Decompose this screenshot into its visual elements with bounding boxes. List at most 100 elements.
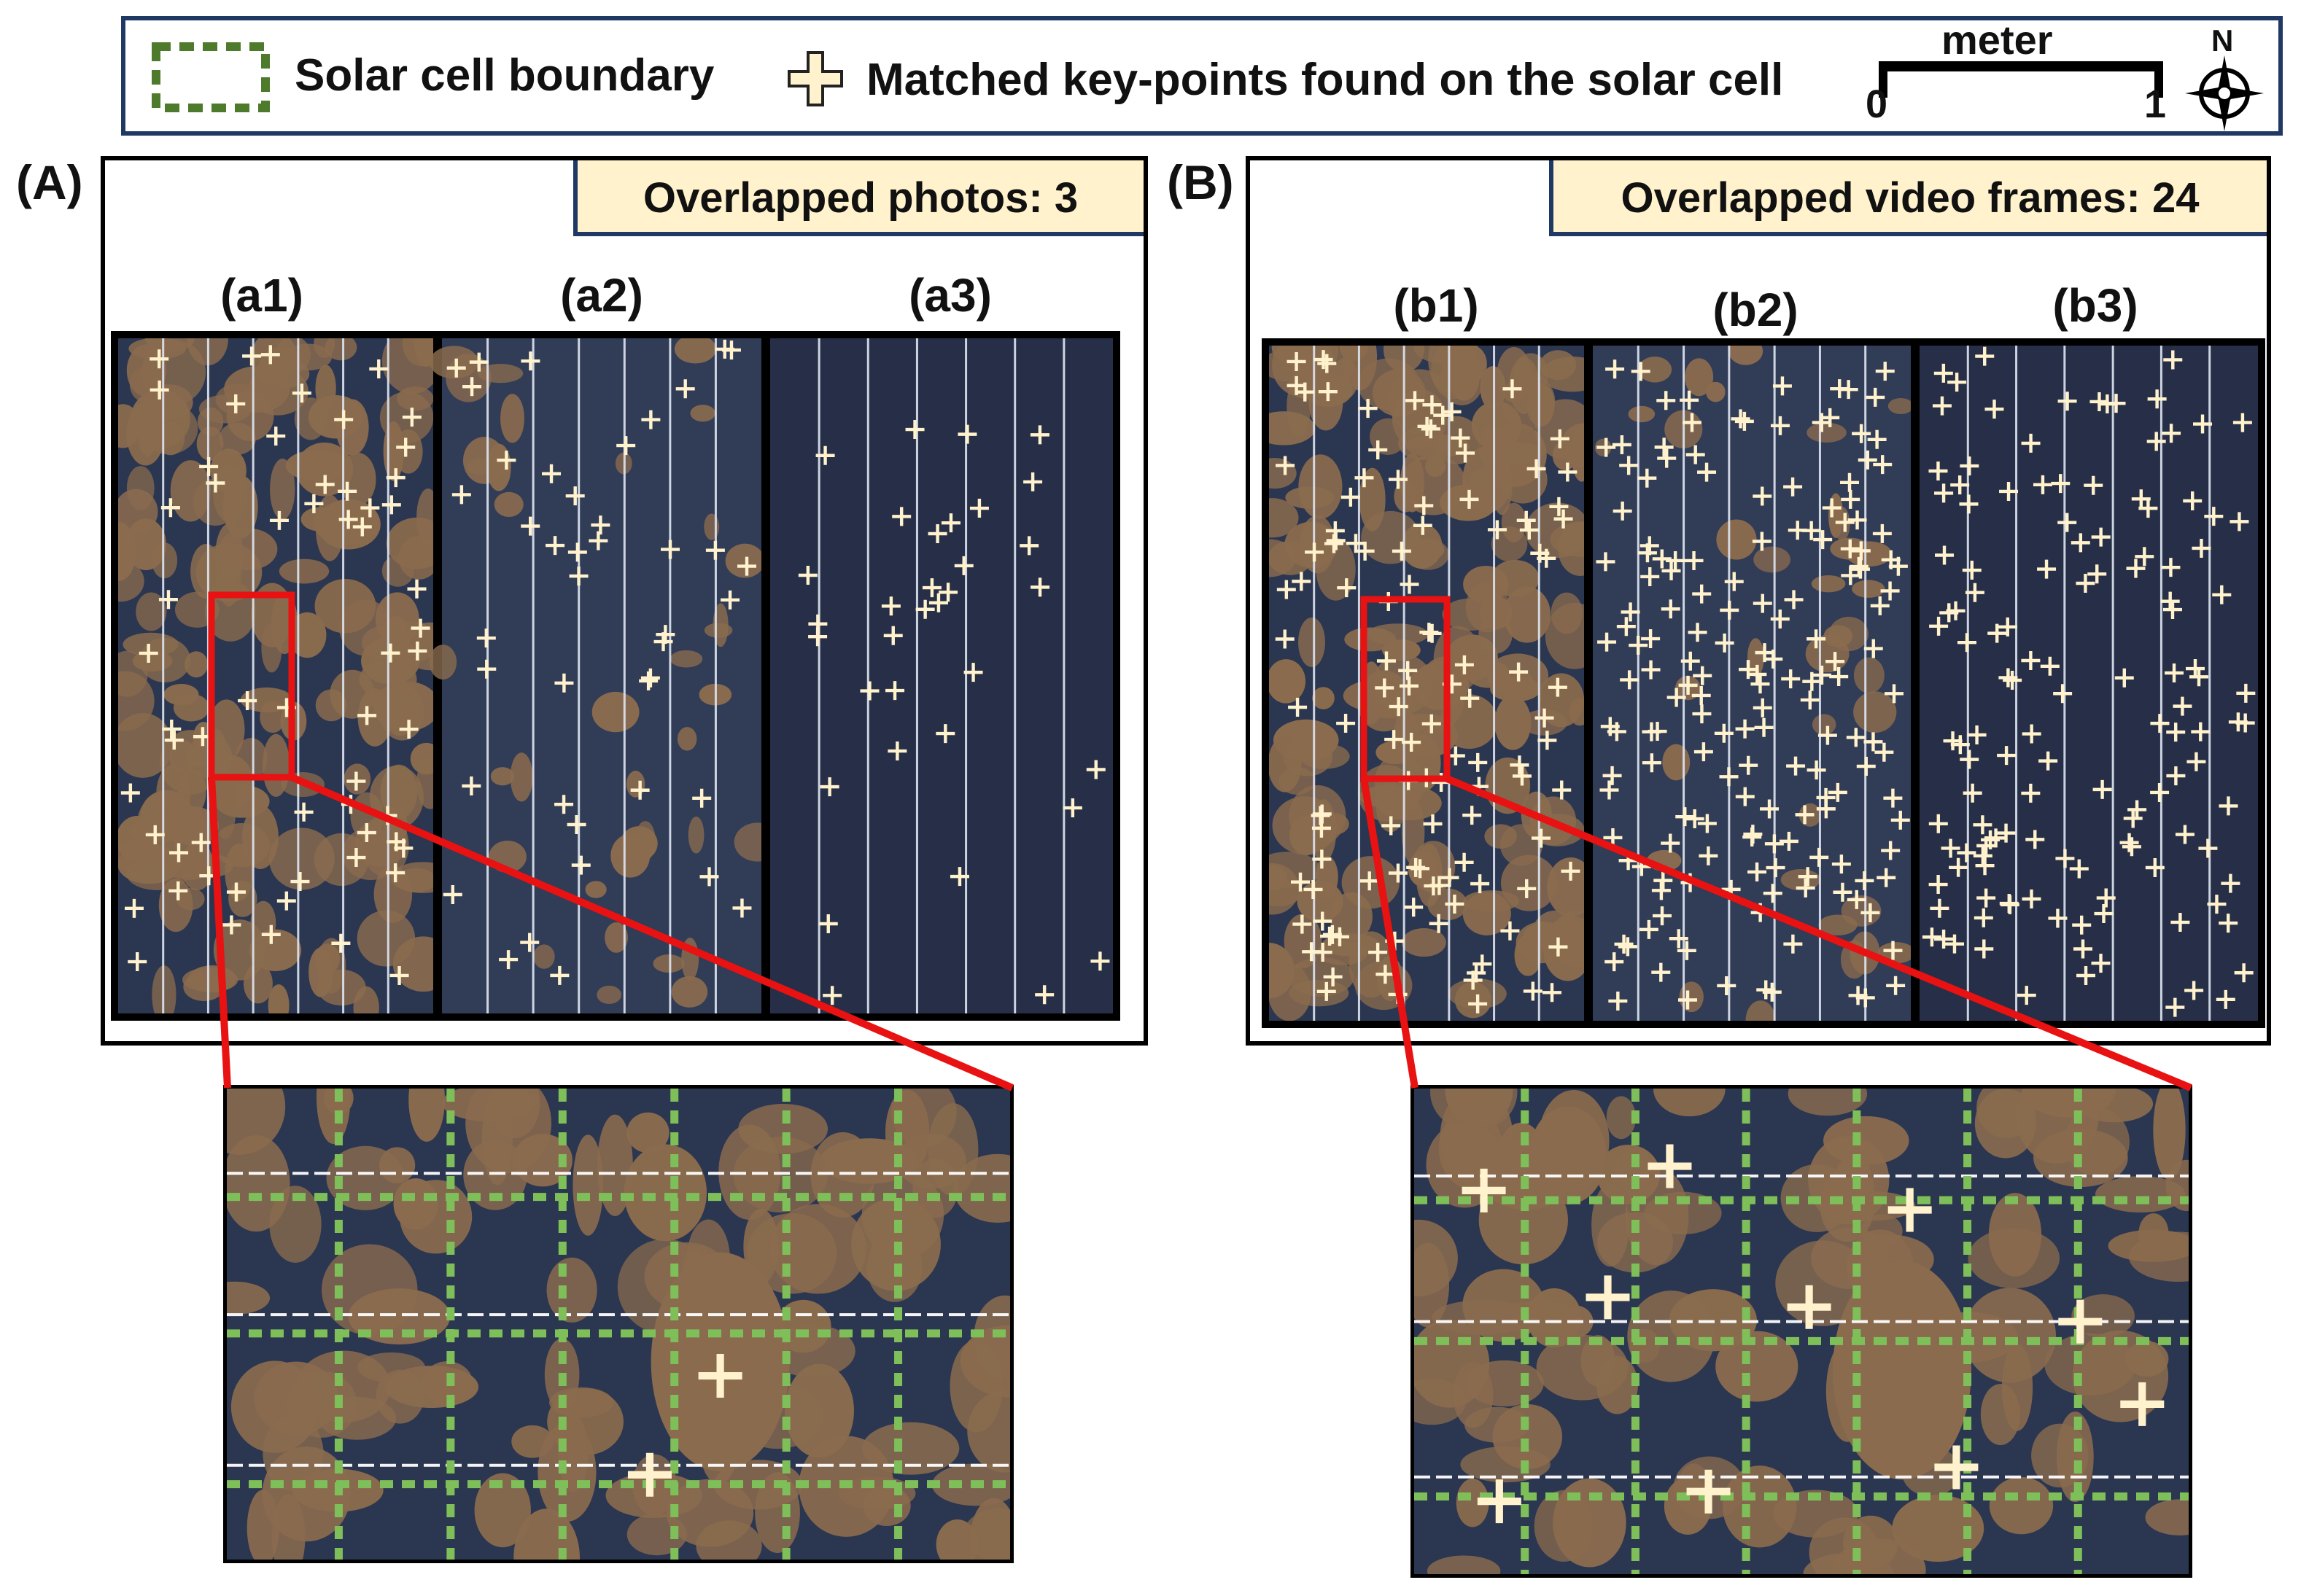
dust-patch <box>1646 849 1682 871</box>
keypoint-plus-icon <box>1290 872 1310 892</box>
panel-a-count: Overlapped photos: 3 <box>573 160 1144 236</box>
keypoint-plus-icon <box>451 485 471 505</box>
keypoint-plus-icon <box>2193 414 2213 434</box>
keypoint-plus-icon <box>1637 468 1657 488</box>
keypoint-plus-icon <box>1063 798 1082 818</box>
keypoint-plus-icon <box>1661 599 1680 619</box>
dust-patch <box>671 976 708 1008</box>
keypoint-plus-icon <box>2071 533 2090 553</box>
dust-patch <box>1494 695 1532 750</box>
keypoint-plus-icon <box>1422 395 1442 415</box>
keypoint-plus-icon <box>1984 400 2004 419</box>
keypoint-plus-icon <box>1313 943 1332 962</box>
scale-bar <box>1879 61 2163 98</box>
keypoint-plus-icon <box>497 451 516 470</box>
keypoint-plus-icon <box>2204 507 2224 526</box>
keypoint-plus-icon <box>1787 1285 1831 1329</box>
keypoint-plus-icon <box>1846 728 1866 747</box>
keypoint-plus-icon <box>2232 413 2252 432</box>
keypoint-plus-icon <box>1605 359 1625 379</box>
keypoint-plus-icon <box>1305 542 1324 562</box>
keypoint-plus-icon <box>1596 552 1615 572</box>
keypoint-plus-icon <box>1275 629 1295 649</box>
subpanel-b2-label: (b2) <box>1712 284 1798 336</box>
dust-patch <box>928 1103 979 1196</box>
keypoint-plus-icon <box>2161 558 2181 577</box>
dust-patch <box>1440 346 1464 370</box>
keypoint-plus-icon <box>206 473 225 493</box>
panel-b-image <box>1269 346 2258 1021</box>
dust-patch <box>1716 519 1757 560</box>
keypoint-plus-icon <box>1642 722 1661 741</box>
keypoint-plus-icon <box>2219 914 2238 933</box>
keypoint-plus-icon <box>193 727 212 747</box>
dust-patch <box>136 592 167 631</box>
keypoint-plus-icon <box>1770 610 1790 629</box>
dust-patch <box>1514 934 1542 976</box>
dust-patch <box>1401 523 1443 569</box>
dust-patch <box>1344 627 1397 652</box>
keypoint-plus-icon <box>1807 760 1826 780</box>
dust-patch <box>474 1473 531 1548</box>
keypoint-plus-icon <box>386 468 405 488</box>
keypoint-plus-icon <box>1276 580 1296 599</box>
keypoint-plus-icon <box>1526 459 1546 478</box>
keypoint-plus-icon <box>554 673 574 693</box>
keypoint-plus-icon <box>1850 559 1870 579</box>
keypoint-plus-icon <box>1276 456 1295 475</box>
keypoint-plus-icon <box>1460 688 1480 708</box>
dust-patch <box>1853 691 1897 733</box>
dust-patch <box>227 1281 271 1315</box>
dust-patch <box>1414 1219 1458 1297</box>
keypoint-plus-icon <box>1874 742 1894 762</box>
keypoint-plus-icon <box>2192 538 2211 558</box>
keypoint-plus-icon <box>1423 814 1443 833</box>
keypoint-plus-icon <box>1292 572 1311 591</box>
dust-patch <box>963 1508 1010 1560</box>
dust-patch <box>1968 1228 2060 1288</box>
keypoint-plus-icon <box>1770 416 1790 435</box>
keypoint-plus-icon <box>2087 564 2107 584</box>
keypoint-plus-icon <box>1788 521 1807 540</box>
dust-patch <box>1465 582 1510 633</box>
keypoint-plus-icon <box>1313 350 1333 370</box>
keypoint-plus-icon <box>569 567 589 586</box>
keypoint-plus-icon <box>1997 746 2017 766</box>
keypoint-plus-icon <box>150 349 169 369</box>
keypoint-plus-icon <box>1534 708 1554 728</box>
panel-b-strip <box>1262 338 2265 1028</box>
dust-patch <box>1484 824 1517 849</box>
zoom-inset-b <box>1410 1085 2192 1578</box>
keypoint-plus-icon <box>1753 593 1772 613</box>
dust-patch <box>1818 914 1858 935</box>
keypoint-plus-icon <box>2234 963 2254 983</box>
keypoint-plus-icon <box>477 659 497 679</box>
keypoint-plus-icon <box>2184 981 2204 1000</box>
keypoint-plus-icon <box>2003 670 2022 690</box>
dust-patch <box>1521 791 1552 838</box>
keypoint-plus-icon <box>958 424 977 444</box>
keypoint-plus-icon <box>408 641 427 661</box>
keypoint-plus-icon <box>160 498 180 518</box>
keypoint-plus-icon <box>1929 616 1949 636</box>
keypoint-plus-icon <box>1784 590 1804 610</box>
keypoint-plus-icon <box>1783 477 1803 497</box>
keypoint-plus-icon <box>1666 688 1686 707</box>
keypoint-plus-icon <box>1781 669 1801 689</box>
keypoint-plus-icon <box>1421 419 1440 439</box>
dust-patch <box>118 521 136 581</box>
keypoint-plus-icon <box>1597 632 1617 652</box>
keypoint-plus-icon <box>1939 603 1959 623</box>
dust-patch <box>674 338 716 364</box>
keypoint-plus-icon <box>1975 346 1995 366</box>
keypoint-plus-icon <box>565 486 585 506</box>
keypoint-plus-icon <box>2207 895 2227 914</box>
keypoint-plus-icon <box>1747 664 1767 684</box>
keypoint-plus-icon <box>1887 1188 1932 1232</box>
keypoint-plus-icon <box>1839 472 1859 492</box>
keypoint-plus-icon <box>1847 510 1867 530</box>
keypoint-plus-icon <box>1477 1479 1521 1524</box>
dust-patch <box>1853 657 1885 694</box>
keypoint-plus-icon <box>1287 375 1306 395</box>
keypoint-plus-icon <box>1287 351 1306 371</box>
